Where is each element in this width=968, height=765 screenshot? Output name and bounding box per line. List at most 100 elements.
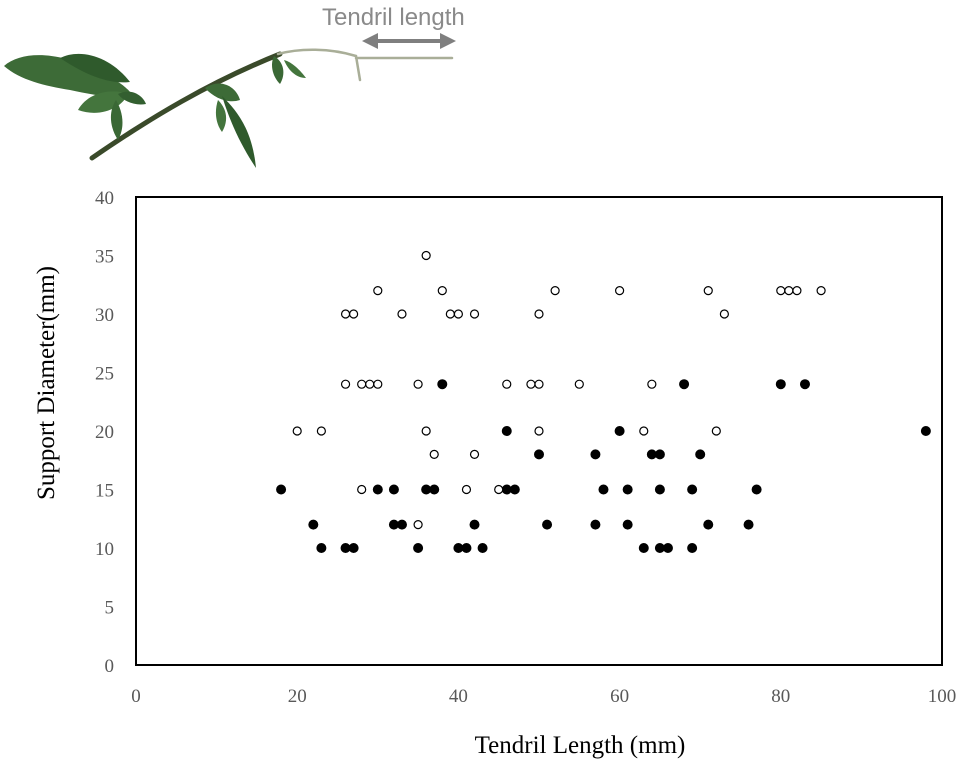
- data-point-open: [711, 426, 721, 436]
- data-point-open: [357, 379, 367, 389]
- leaf-cluster-left: [4, 53, 146, 140]
- data-point-open: [526, 379, 536, 389]
- y-tick-label: 10: [95, 539, 114, 560]
- x-axis-title: Tendril Length (mm): [475, 732, 686, 759]
- data-point-open: [437, 286, 447, 296]
- y-tick-label: 30: [95, 305, 114, 326]
- data-point-open: [534, 309, 544, 319]
- data-point-open: [421, 426, 431, 436]
- y-tick-label: 5: [105, 598, 115, 619]
- tendril: [276, 48, 454, 82]
- data-point-filled: [316, 543, 327, 553]
- data-point-open: [784, 286, 794, 296]
- data-point-filled: [534, 449, 544, 460]
- data-point-filled: [703, 519, 714, 530]
- data-point-open: [365, 379, 375, 389]
- data-point-open: [357, 484, 367, 495]
- data-point-open: [494, 484, 504, 495]
- data-point-open: [413, 379, 423, 389]
- x-tick-label: 20: [288, 686, 307, 707]
- data-point-filled: [396, 519, 407, 530]
- data-point-open: [776, 286, 786, 296]
- data-point-open: [816, 286, 826, 296]
- data-point-open: [469, 309, 480, 319]
- y-tick-label: 25: [95, 364, 114, 385]
- data-point-open: [429, 449, 439, 459]
- data-point-filled: [477, 543, 488, 553]
- leaf-cluster-middle: [205, 83, 256, 168]
- y-axis-title: Support Diameter(mm): [33, 266, 60, 500]
- data-point-open: [703, 286, 713, 296]
- data-point-filled: [461, 543, 472, 553]
- data-point-filled: [662, 543, 673, 553]
- x-tick-label: 60: [610, 686, 629, 707]
- plant-photo: [4, 48, 454, 168]
- data-point-open: [461, 484, 472, 495]
- data-point-filled: [654, 449, 665, 460]
- annotation-label: Tendril length: [322, 4, 465, 31]
- tendril-length-annotation: Tendril length: [322, 4, 465, 49]
- data-point-open: [397, 309, 407, 319]
- data-point-filled: [276, 484, 287, 495]
- data-point-open: [639, 426, 649, 436]
- x-tick-label: 100: [928, 686, 957, 707]
- data-point-open: [574, 379, 584, 389]
- data-point-open: [550, 286, 560, 296]
- plot-area-frame: [135, 196, 943, 666]
- data-point-open: [502, 379, 512, 389]
- data-point-open: [534, 426, 544, 436]
- data-point-filled: [542, 519, 553, 530]
- x-tick-label: 80: [771, 686, 790, 707]
- y-tick-label: 0: [105, 656, 115, 677]
- data-point-open: [647, 379, 657, 389]
- data-point-filled: [638, 543, 649, 553]
- x-tick-label: 0: [131, 686, 141, 707]
- data-point-filled: [388, 484, 399, 495]
- data-point-open: [316, 426, 326, 436]
- data-point-filled: [429, 484, 440, 495]
- data-point-open: [292, 426, 302, 436]
- data-point-filled: [751, 484, 762, 495]
- data-point-open: [534, 379, 544, 389]
- series-open-points: [292, 250, 826, 530]
- data-point-filled: [509, 484, 520, 495]
- data-point-filled: [614, 426, 625, 436]
- x-axis-ticks: 0 20 40 60 80 100: [131, 686, 956, 707]
- data-point-filled: [437, 379, 448, 390]
- y-tick-label: 40: [95, 188, 114, 209]
- y-tick-label: 15: [95, 481, 114, 502]
- data-point-open: [413, 519, 423, 530]
- data-point-filled: [501, 426, 512, 436]
- data-point-open: [421, 250, 431, 261]
- data-point-filled: [679, 379, 690, 390]
- data-point-open: [453, 309, 463, 319]
- y-tick-label: 35: [95, 247, 114, 268]
- data-point-open: [373, 379, 383, 389]
- x-tick-label: 40: [449, 686, 468, 707]
- data-point-open: [469, 449, 480, 459]
- data-point-open: [719, 309, 729, 319]
- data-point-filled: [590, 519, 601, 530]
- data-point-open: [792, 286, 802, 296]
- scatter-chart: 0 20 40 60 80 100 0 5 10 15 20 25 30 35 40 Tendril Le…: [33, 188, 956, 759]
- data-point-filled: [920, 426, 931, 436]
- data-point-filled: [687, 543, 698, 553]
- data-point-filled: [413, 543, 424, 553]
- data-point-filled: [687, 484, 698, 495]
- data-point-filled: [799, 379, 810, 390]
- y-tick-label: 20: [95, 422, 114, 443]
- data-point-filled: [308, 519, 319, 530]
- data-point-filled: [775, 379, 786, 390]
- plant-stem: [89, 51, 283, 161]
- data-point-filled: [348, 543, 359, 553]
- data-point-open: [614, 286, 625, 296]
- y-axis-ticks: 0 5 10 15 20 25 30 35 40: [95, 188, 114, 677]
- data-point-filled: [622, 484, 633, 495]
- double-arrow-icon: [362, 33, 456, 49]
- data-point-open: [340, 309, 351, 319]
- series-filled-points: [276, 379, 931, 553]
- data-point-filled: [590, 449, 601, 460]
- data-point-filled: [654, 484, 665, 495]
- data-point-filled: [372, 484, 383, 495]
